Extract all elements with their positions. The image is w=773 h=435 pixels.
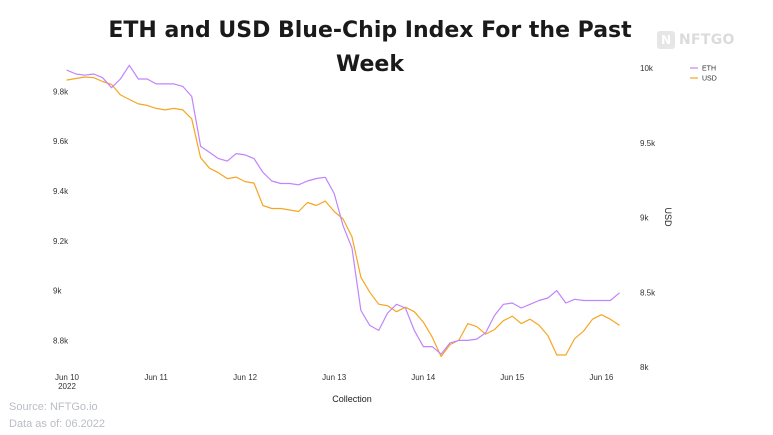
x-tick-label: Jun 14 [411, 373, 436, 382]
right-y-tick-label: 8k [640, 363, 649, 372]
left-y-tick-label: 9k [53, 287, 62, 296]
right-y-axis: 8k 8.5k 9k 9.5k 10k [640, 64, 656, 372]
nftgo-logo: N NFTGO [657, 31, 735, 49]
series-line-usd [66, 76, 620, 358]
left-y-tick-label: 9.8k [53, 87, 69, 96]
legend-label-eth: ETH [702, 66, 716, 73]
series-layer [66, 64, 620, 358]
nftgo-logo-text: NFTGO [679, 32, 735, 48]
x-tick-sublabel: 2022 [58, 382, 76, 391]
legend: ETH USD [690, 66, 717, 83]
nftgo-logo-icon: N [657, 31, 675, 49]
series-line-eth [66, 64, 620, 355]
chart-title-line-2: Week [336, 52, 404, 77]
left-y-tick-label: 9.4k [53, 187, 69, 196]
x-tick-label: Jun 12 [233, 373, 258, 382]
x-tick-label: Jun 10 [55, 373, 80, 382]
right-y-tick-label: 9k [640, 214, 649, 223]
x-tick-label: Jun 15 [500, 373, 525, 382]
chart-title-line-1: ETH and USD Blue-Chip Index For the Past [108, 18, 632, 43]
left-y-tick-label: 8.8k [53, 336, 69, 345]
right-y-tick-label: 8.5k [640, 288, 656, 297]
x-tick-label: Jun 13 [322, 373, 347, 382]
left-y-tick-label: 9.2k [53, 237, 69, 246]
left-y-tick-label: 9.6k [53, 137, 69, 146]
chart-title: ETH and USD Blue-Chip Index For the Past… [0, 14, 740, 82]
legend-label-usd: USD [702, 76, 717, 83]
left-y-axis: 8.8k 9k 9.2k 9.4k 9.6k 9.8k [53, 87, 69, 345]
right-y-tick-label: 10k [640, 64, 654, 73]
x-axis-title: Collection [332, 394, 372, 404]
right-y-axis-title: USD [663, 207, 673, 227]
source-note: Source: NFTGo.io [9, 401, 98, 413]
x-tick-label: Jun 11 [144, 373, 168, 382]
right-y-tick-label: 9.5k [640, 139, 656, 148]
x-tick-label: Jun 16 [589, 373, 614, 382]
data-date-note: Data as of: 06.2022 [9, 418, 106, 430]
